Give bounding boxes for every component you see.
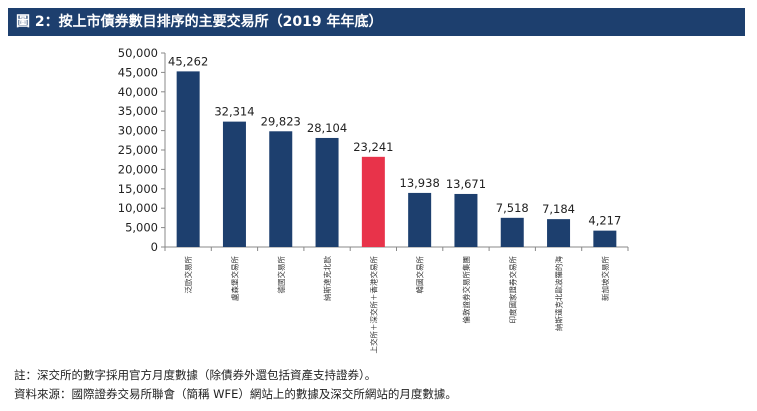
bar-value-label: 7,184	[542, 202, 575, 216]
x-category-label: 德國交易所	[276, 256, 286, 294]
footnotes: 註：深交所的數字採用官方月度數據（除債券外還包括資產支持證券）。 資料來源：國際…	[14, 366, 744, 404]
bar-value-label: 4,217	[588, 214, 621, 228]
y-tick-label: 5,000	[125, 221, 158, 235]
bar	[500, 217, 524, 247]
x-category-label: 上交所＋深交所＋香港交易所	[368, 256, 378, 354]
y-tick-label: 10,000	[118, 201, 158, 215]
y-tick-label: 25,000	[118, 143, 158, 157]
note-text: 註：深交所的數字採用官方月度數據（除債券外還包括資產支持證券）。	[14, 368, 377, 382]
y-tick-label: 30,000	[118, 124, 158, 138]
source-text: 資料來源：國際證券交易所聯會（簡稱 WFE）網站上的數據及深交所網站的月度數據。	[14, 387, 457, 401]
y-tick-label: 35,000	[118, 104, 158, 118]
bar	[547, 219, 571, 247]
bar-chart: 0 5,000 10,000 15,000 20,000 25,000 30,000 35,0…	[118, 46, 629, 354]
bar-value-label: 45,262	[168, 54, 208, 68]
bar	[454, 193, 478, 247]
bar	[593, 230, 617, 247]
y-tick-label: 40,000	[118, 85, 158, 99]
x-category-label: 印度國家證券交易所	[507, 256, 517, 324]
bar	[361, 156, 385, 247]
bar-value-label: 13,938	[400, 176, 440, 190]
bar-value-label: 28,104	[307, 121, 347, 135]
y-tick-label: 20,000	[118, 162, 158, 176]
y-tick-label: 45,000	[118, 65, 158, 79]
bar-value-label: 29,823	[261, 114, 301, 128]
y-tick-label: 15,000	[118, 182, 158, 196]
x-category-label: 倫敦證券交易所集團	[461, 256, 471, 324]
y-tick-label: 50,000	[118, 46, 158, 60]
bar	[315, 137, 339, 247]
x-category-label: 盧森堡交易所	[229, 256, 239, 301]
bar-value-label: 7,518	[496, 201, 529, 215]
x-category-label: 納斯達克北歐	[322, 256, 332, 301]
bar	[222, 121, 246, 247]
bar	[176, 71, 200, 247]
x-category-label: 新加坡交易所	[600, 256, 610, 301]
x-category-label: 納斯達克北歐波羅的海	[554, 256, 564, 331]
x-category-label: 泛歐交易所	[183, 256, 193, 294]
chart-title: 圖 2：按上市債券數目排序的主要交易所（2019 年年底）	[16, 14, 383, 30]
x-category-label: 韓國交易所	[415, 256, 425, 294]
bar-value-label: 23,241	[353, 140, 393, 154]
bar	[408, 192, 432, 247]
bar	[269, 131, 293, 247]
y-tick-label: 0	[151, 240, 158, 254]
bar-value-label: 32,314	[214, 105, 254, 119]
chart-title-bar: 圖 2：按上市債券數目排序的主要交易所（2019 年年底）	[8, 8, 745, 36]
bar-value-label: 13,671	[446, 177, 486, 191]
